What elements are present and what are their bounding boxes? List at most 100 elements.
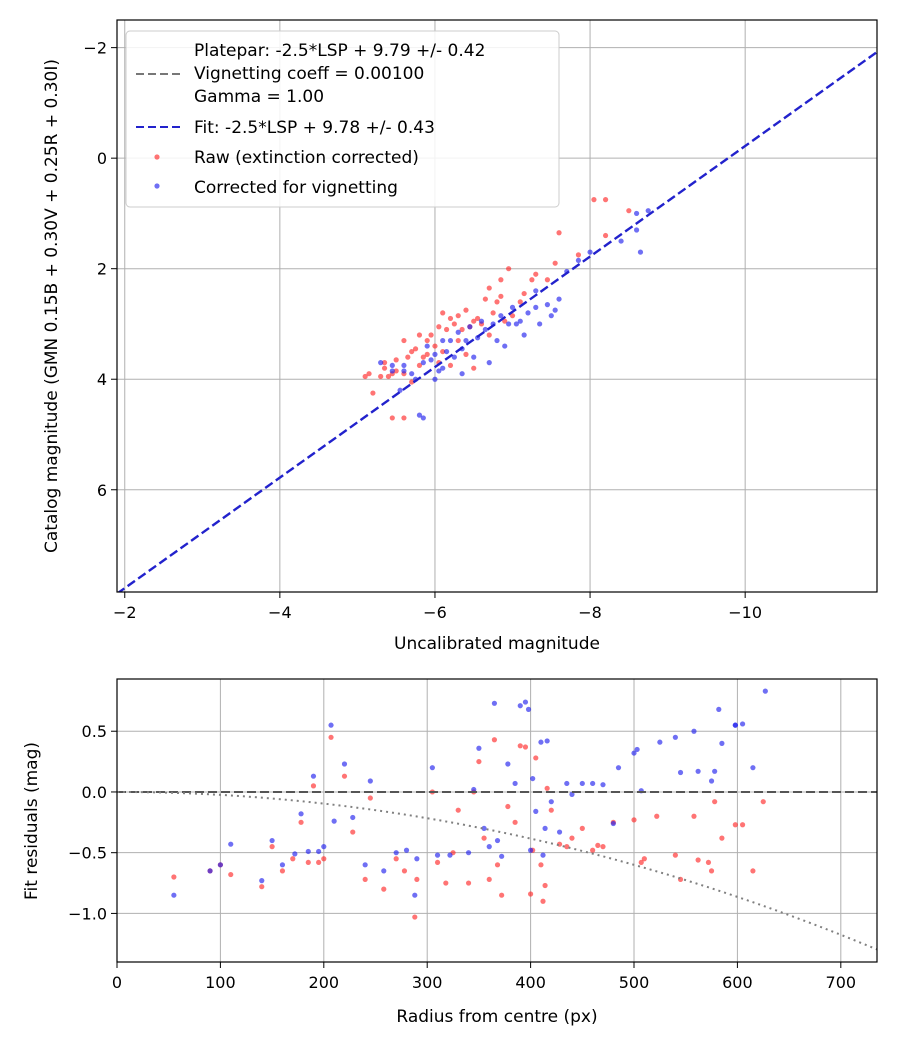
bot-data-point [414, 876, 420, 883]
bot-data-point [414, 856, 420, 862]
top-data-point [424, 343, 430, 349]
bot-x-tick-label: 700 [826, 973, 857, 992]
top-data-point [506, 321, 512, 327]
top-data-point [420, 354, 426, 360]
bot-data-point [341, 761, 348, 767]
bot-data-point [538, 739, 544, 745]
bot-data-point [328, 722, 334, 728]
top-data-point [385, 373, 392, 380]
top-data-point [478, 318, 485, 324]
top-data-point [498, 277, 504, 283]
top-data-point [486, 360, 492, 366]
top-data-point [440, 348, 446, 355]
top-data-point [401, 368, 407, 374]
top-data-point [575, 252, 582, 258]
top-data-point [529, 277, 535, 283]
bot-data-point [705, 859, 712, 866]
bot-data-point [305, 848, 311, 855]
bot-x-tick-label: 100 [205, 973, 236, 992]
bot-data-point [481, 825, 487, 831]
top-data-point [490, 310, 496, 316]
top-data-point [447, 315, 454, 322]
bot-marks [117, 688, 877, 951]
bot-data-point [538, 862, 544, 868]
bot-data-point [542, 825, 548, 831]
top-data-point [626, 208, 632, 214]
bot-data-point [525, 706, 532, 712]
top-data-point [498, 313, 504, 319]
top-data-point [401, 362, 407, 369]
bot-data-point [362, 862, 368, 868]
top-data-point [633, 210, 640, 217]
legend-platepar-line2: Vignetting coeff = 0.00100 [194, 64, 424, 84]
bot-data-point [341, 773, 348, 779]
top-data-point [370, 390, 376, 396]
bot-y-tick-label: −0.5 [68, 844, 107, 863]
bot-data-point [564, 844, 570, 850]
top-data-point [401, 415, 407, 421]
top-data-point [362, 373, 368, 380]
bot-data-point [641, 856, 647, 862]
top-data-point [412, 346, 419, 352]
bot-data-point [631, 750, 637, 756]
bot-data-point [381, 868, 387, 874]
bot-data-point [638, 859, 644, 866]
bot-data-point [434, 852, 441, 858]
bot-data-point [491, 700, 498, 706]
top-data-point [401, 337, 407, 344]
bot-data-point [564, 780, 570, 787]
bot-data-point [471, 786, 477, 793]
bot-data-point [505, 761, 511, 767]
legend-platepar-line3: Gamma = 1.00 [194, 87, 324, 107]
bot-y-tick-label: 0.0 [82, 783, 107, 802]
top-data-point [416, 332, 423, 338]
bot-data-point [517, 743, 523, 749]
bot-data-point [362, 876, 368, 883]
top-data-point [389, 368, 395, 374]
top-axes-frame [116, 19, 878, 593]
top-data-point [525, 310, 531, 316]
bot-data-point [512, 780, 518, 787]
bot-data-point [412, 914, 418, 920]
top-data-point [428, 332, 434, 338]
top-data-point [471, 318, 477, 324]
top-y-tick-label: 2 [97, 260, 107, 279]
bot-data-point [494, 837, 501, 844]
bot-series-corrected [171, 688, 768, 898]
bot-data-point [672, 734, 678, 740]
top-data-point [463, 337, 469, 344]
top-chart: −2 −4 −6 −8 −10 −2 0 2 4 6 Uncalibrated magnitud… [42, 19, 878, 654]
top-data-point [389, 415, 395, 421]
bot-data-point [367, 795, 373, 801]
bot-vignetting-curve [117, 790, 877, 951]
top-data-point [455, 313, 461, 319]
bottom-plot-area [117, 688, 877, 951]
bot-data-point [434, 859, 441, 866]
bot-data-point [269, 837, 275, 844]
top-data-point [405, 354, 411, 360]
top-data-point [455, 329, 461, 335]
top-data-point [432, 376, 438, 382]
top-data-point [378, 373, 384, 380]
top-data-point [447, 362, 454, 369]
top-data-point [393, 357, 399, 363]
bot-data-point [331, 818, 337, 824]
bot-data-point [298, 811, 304, 817]
top-y-ticks: −2 0 2 4 6 [83, 39, 117, 500]
bot-data-point [217, 862, 224, 868]
bot-data-point [259, 878, 265, 884]
bot-data-point [732, 822, 738, 828]
bot-data-point [522, 744, 529, 750]
top-y-axis-label: Catalog magnitude (GMN 0.15B + 0.30V + 0… [42, 59, 62, 553]
bot-data-point [750, 868, 756, 874]
bot-data-point [544, 785, 550, 791]
top-data-point [455, 337, 461, 344]
top-series-raw [362, 197, 632, 421]
top-data-point [556, 230, 562, 236]
bottom-y-ticks: 0.5 0.0 −0.5 −1.0 [68, 722, 117, 923]
bot-data-point [533, 755, 539, 761]
bot-data-point [530, 775, 536, 782]
top-data-point [513, 321, 519, 327]
bottom-gridlines [116, 679, 877, 962]
bot-data-point [401, 868, 408, 874]
